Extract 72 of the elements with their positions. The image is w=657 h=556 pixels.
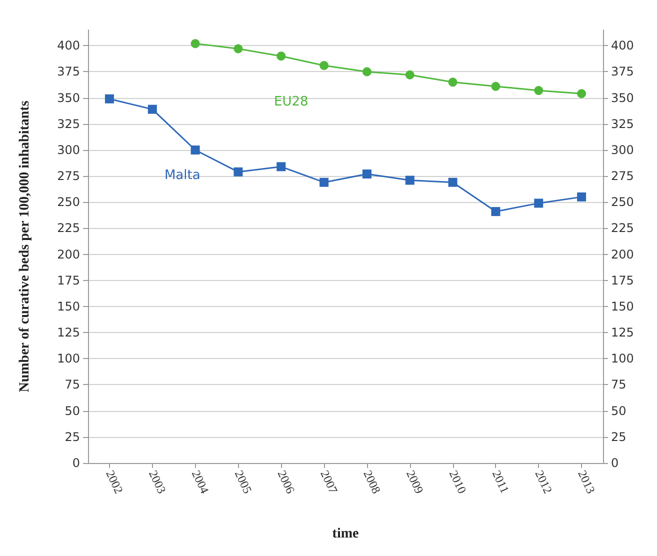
y2-tick-label: 275	[611, 169, 634, 184]
x-tick-label: 2011	[489, 468, 512, 496]
point	[491, 82, 500, 91]
x-tick-label: 2003	[146, 468, 169, 496]
y-tick-label: 50	[64, 404, 80, 418]
y-tick-label: 375	[57, 64, 80, 79]
text: EU28	[274, 94, 308, 110]
y2-tick-label: 225	[611, 221, 634, 236]
y2-tick-label: 75	[611, 378, 626, 392]
point	[276, 52, 286, 61]
y-tick-label: 125	[57, 326, 80, 340]
y-tick-label: 175	[57, 273, 80, 288]
y-tick-label: 325	[57, 116, 80, 131]
point	[448, 178, 458, 187]
y-tick-label: 350	[57, 90, 80, 105]
point	[405, 70, 414, 80]
x-tick-label: 2007	[318, 468, 341, 496]
x-tick-label: 2006	[274, 468, 298, 496]
point	[276, 162, 286, 172]
y-tick-label: 225	[57, 221, 80, 236]
y2-tick-label: 375	[611, 64, 634, 79]
x-tick-label: 2008	[360, 468, 384, 496]
point	[320, 178, 329, 187]
y-axis-title: Number of curative beds per 100,000 inhabitants	[18, 100, 32, 392]
point	[405, 176, 414, 185]
y-tick-label: 250	[57, 195, 80, 210]
y2-tick-label: 175	[611, 273, 634, 288]
point	[577, 89, 586, 98]
x-tick-label: 2012	[532, 468, 556, 496]
y2-tick-label: 325	[611, 116, 634, 131]
series-label: Malta	[164, 168, 200, 183]
y2-tick-label: 350	[611, 90, 634, 105]
x-tick-label: 2005	[232, 468, 255, 496]
point	[234, 167, 243, 176]
y2-tick-label: 100	[611, 352, 634, 366]
point	[148, 104, 157, 114]
y-tick-label: 300	[57, 142, 80, 157]
y-tick-label: 275	[57, 169, 80, 184]
point	[190, 39, 200, 48]
x-tick-label: 2009	[404, 468, 426, 496]
point	[234, 44, 243, 54]
point	[534, 86, 544, 96]
y-tick-label: 0	[72, 456, 80, 470]
y2-tick-label: 125	[611, 326, 634, 340]
y-tick-label: 25	[64, 430, 80, 444]
point	[104, 94, 114, 104]
point	[448, 78, 458, 87]
y2-tick-label: 50	[611, 404, 626, 418]
x-axis-title: time	[332, 526, 359, 542]
point	[362, 169, 372, 178]
y-tick-label: 100	[57, 352, 80, 366]
y-tick-label: 75	[64, 378, 80, 392]
y2-tick-label: 0	[611, 456, 619, 470]
y2-tick-label: 400	[611, 38, 634, 53]
point	[320, 60, 329, 70]
x-tick-label: 2002	[103, 468, 126, 496]
point	[190, 145, 200, 154]
point	[362, 67, 372, 76]
point	[491, 207, 500, 216]
y2-tick-label: 250	[611, 195, 634, 210]
y-tick-label: 400	[57, 38, 80, 53]
y-tick-label: 200	[57, 247, 80, 262]
y-tick-label: 150	[57, 299, 80, 314]
x-tick-label: 2013	[575, 468, 598, 496]
y2-tick-label: 150	[611, 299, 634, 314]
point	[534, 198, 544, 208]
x-tick-label: 2004	[188, 468, 212, 496]
y2-tick-label: 200	[611, 247, 634, 262]
point	[577, 192, 586, 202]
x-tick-label: 2010	[446, 468, 470, 496]
y2-tick-label: 25	[611, 430, 626, 444]
y2-tick-label: 300	[611, 142, 634, 157]
